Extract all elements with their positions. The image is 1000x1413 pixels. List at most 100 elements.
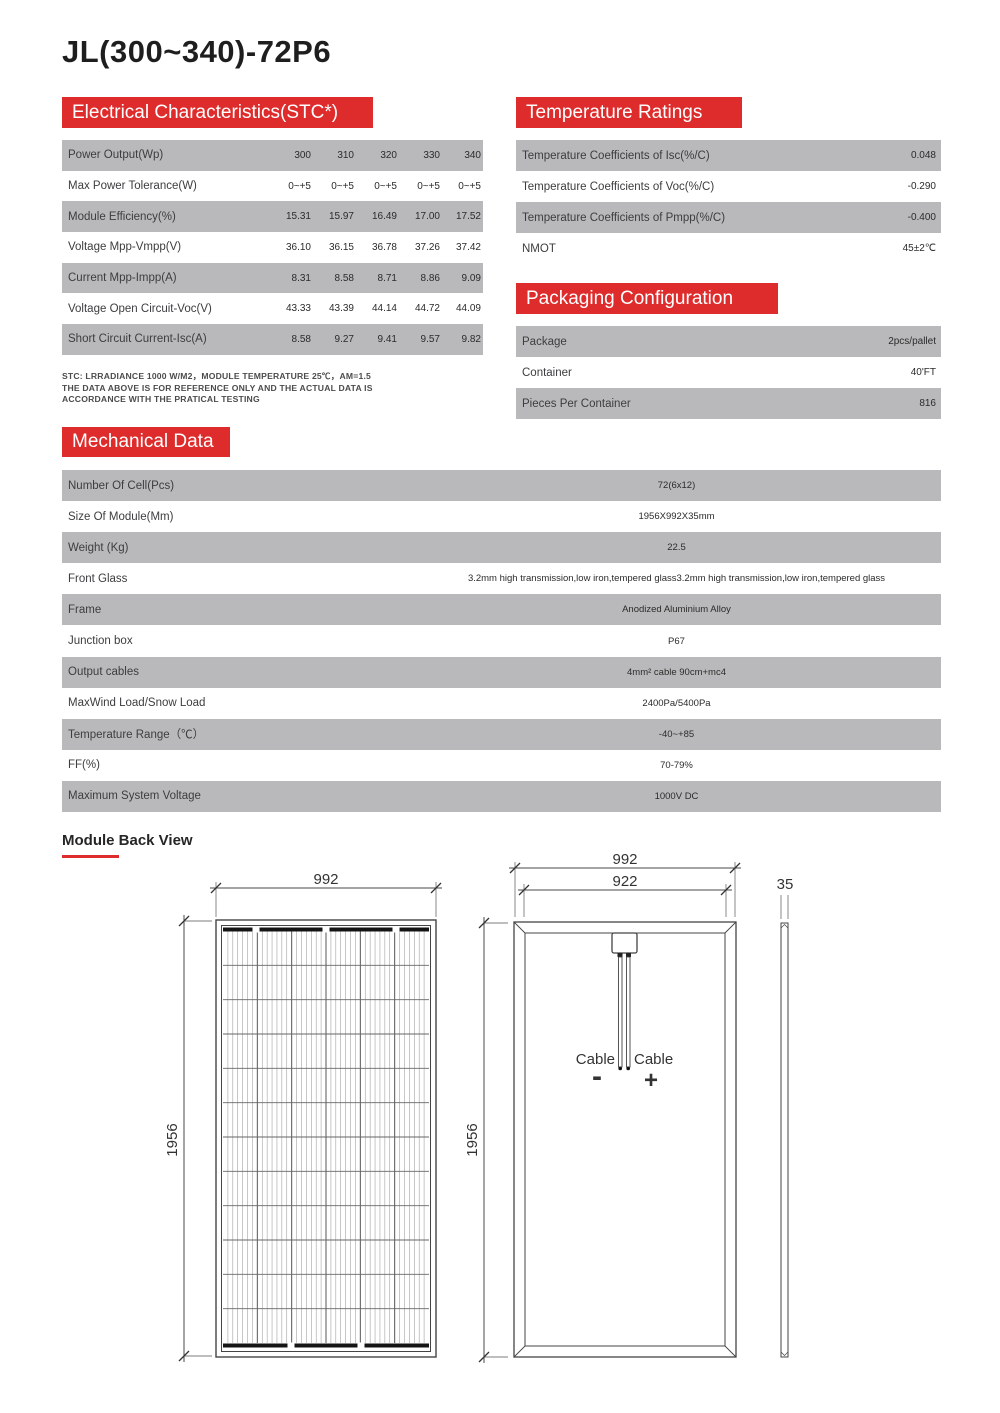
row-value: 44.09 <box>455 303 481 315</box>
junction-box <box>611 932 638 954</box>
row-value: 17.00 <box>414 211 440 223</box>
row-label: Weight (Kg) <box>68 541 129 554</box>
row-label: Maximum System Voltage <box>68 790 201 803</box>
table-row: MaxWind Load/Snow Load 2400Pa/5400Pa <box>62 688 941 719</box>
row-value: 70-79% <box>660 759 693 771</box>
section-heading-electrical: Electrical Characteristics(STC*) <box>62 97 373 128</box>
row-value: 44.14 <box>371 303 397 315</box>
row-label: Power Output(Wp) <box>68 149 164 162</box>
row-value: 72(6x12) <box>657 480 696 492</box>
table-row: Temperature Coefficients of Isc(%/C) 0.0… <box>516 140 941 171</box>
side-view-drawing: 35 <box>777 876 793 1358</box>
module-back-view-title: Module Back View <box>62 832 193 849</box>
dim-front-width: 992 <box>313 871 338 888</box>
row-value: 36.78 <box>371 241 397 253</box>
row-value: 44.72 <box>414 303 440 315</box>
row-label: Temperature Range（℃） <box>68 729 205 742</box>
row-label: Frame <box>68 603 102 616</box>
table-row: Maximum System Voltage 1000V DC <box>62 780 941 813</box>
front-view-drawing: 992 1956 <box>164 871 442 1362</box>
table-row: Junction box P67 <box>62 625 941 656</box>
row-value: 1956X992X35mm <box>638 511 715 523</box>
row-label: Temperature Coefficients of Isc(%/C) <box>522 149 710 162</box>
row-value: 9.27 <box>334 333 354 345</box>
row-value: 0~+5 <box>288 180 311 192</box>
row-label: Container <box>522 366 572 379</box>
row-value: 9.82 <box>461 333 481 345</box>
row-value: 37.42 <box>455 241 481 253</box>
row-label: Output cables <box>68 666 139 679</box>
row-label: Temperature Coefficients of Voc(%/C) <box>522 180 715 193</box>
dim-back-width-outer: 992 <box>612 851 637 868</box>
table-row: Front Glass 3.2mm high transmission,low … <box>62 563 941 594</box>
row-value: 40'FT <box>910 367 936 378</box>
table-row: Temperature Range（℃） -40~+85 <box>62 718 941 750</box>
row-value: 816 <box>919 398 936 409</box>
row-value: 43.33 <box>285 303 311 315</box>
row-value: 36.15 <box>328 241 354 253</box>
row-label: Number Of Cell(Pcs) <box>68 479 175 492</box>
row-label: Package <box>522 335 567 348</box>
row-label: Short Circuit Current-Isc(A) <box>68 333 207 346</box>
row-value: 0~+5 <box>458 180 481 192</box>
electrical-table: Power Output(Wp) 300 310 320 330 340 Max… <box>62 140 483 355</box>
stc-footnote: STC: LRRADIANCE 1000 W/M2，MODULE TEMPERA… <box>62 371 373 406</box>
plus-sign: + <box>644 1067 658 1094</box>
row-value: 45±2℃ <box>902 243 936 254</box>
row-value: 0.048 <box>910 150 936 161</box>
table-row: Short Circuit Current-Isc(A) 8.58 9.27 9… <box>62 324 483 355</box>
section-heading-temperature: Temperature Ratings <box>516 97 742 128</box>
minus-sign: - <box>592 1060 602 1093</box>
table-row: Power Output(Wp) 300 310 320 330 340 <box>62 140 483 171</box>
cable-negative <box>618 956 623 1068</box>
footnote-line: ACCORDANCE WITH THE PRATICAL TESTING <box>62 394 260 404</box>
mechanical-table: Number Of Cell(Pcs) 72(6x12) Size Of Mod… <box>62 470 941 813</box>
row-label: Current Mpp-Impp(A) <box>68 272 177 285</box>
row-value: -40~+85 <box>658 728 695 740</box>
cable-negative-label: Cable <box>576 1051 615 1068</box>
table-row: Voltage Open Circuit-Voc(V) 43.33 43.39 … <box>62 293 483 324</box>
row-value: P67 <box>668 635 685 647</box>
row-value: 3.2mm high transmission,low iron,tempere… <box>467 573 886 585</box>
table-row: Package 2pcs/pallet <box>516 326 941 357</box>
back-view-drawing: 992 922 1956 Cable Cable - <box>464 851 741 1363</box>
row-value: 36.10 <box>285 241 311 253</box>
row-value: 0~+5 <box>417 180 440 192</box>
packaging-table: Package 2pcs/pallet Container 40'FT Piec… <box>516 326 941 419</box>
footnote-line: THE DATA ABOVE IS FOR REFERENCE ONLY AND… <box>62 382 373 393</box>
row-value: 8.71 <box>377 272 397 284</box>
row-value: 9.57 <box>420 333 440 345</box>
row-label: MaxWind Load/Snow Load <box>68 697 206 710</box>
row-value: 8.31 <box>291 272 311 284</box>
row-value: 43.39 <box>328 303 354 315</box>
row-value: 320 <box>380 149 397 161</box>
table-row: Pieces Per Container 816 <box>516 388 941 419</box>
table-row: Output cables 4mm² cable 90cm+mc4 <box>62 656 941 688</box>
row-label: NMOT <box>522 242 556 255</box>
cable-positive-label: Cable <box>634 1051 673 1068</box>
dim-back-height: 1956 <box>464 1123 481 1156</box>
row-value: 310 <box>337 149 354 161</box>
row-label: Temperature Coefficients of Pmpp(%/C) <box>522 211 726 224</box>
row-value: 15.97 <box>328 211 354 223</box>
table-row: Module Efficiency(%) 15.31 15.97 16.49 1… <box>62 201 483 233</box>
table-row: Size Of Module(Mm) 1956X992X35mm <box>62 501 941 532</box>
row-label: Voltage Mpp-Vmpp(V) <box>68 241 182 254</box>
row-value: 0~+5 <box>374 180 397 192</box>
dim-back-width-inner: 922 <box>612 873 637 890</box>
row-value: 8.58 <box>334 272 354 284</box>
row-value: 37.26 <box>414 241 440 253</box>
footnote-line: STC: LRRADIANCE 1000 W/M2，MODULE TEMPERA… <box>62 371 372 381</box>
red-underline <box>62 855 119 858</box>
row-value: 2pcs/pallet <box>888 336 936 347</box>
row-value: 330 <box>423 149 440 161</box>
section-heading-packaging: Packaging Configuration <box>516 283 778 314</box>
row-value: 2400Pa/5400Pa <box>642 697 711 709</box>
row-value: 9.41 <box>377 333 397 345</box>
row-value: 1000V DC <box>654 790 699 802</box>
temperature-table: Temperature Coefficients of Isc(%/C) 0.0… <box>516 140 941 264</box>
table-row: Number Of Cell(Pcs) 72(6x12) <box>62 470 941 502</box>
table-row: Container 40'FT <box>516 357 941 388</box>
cable-positive <box>626 956 631 1068</box>
